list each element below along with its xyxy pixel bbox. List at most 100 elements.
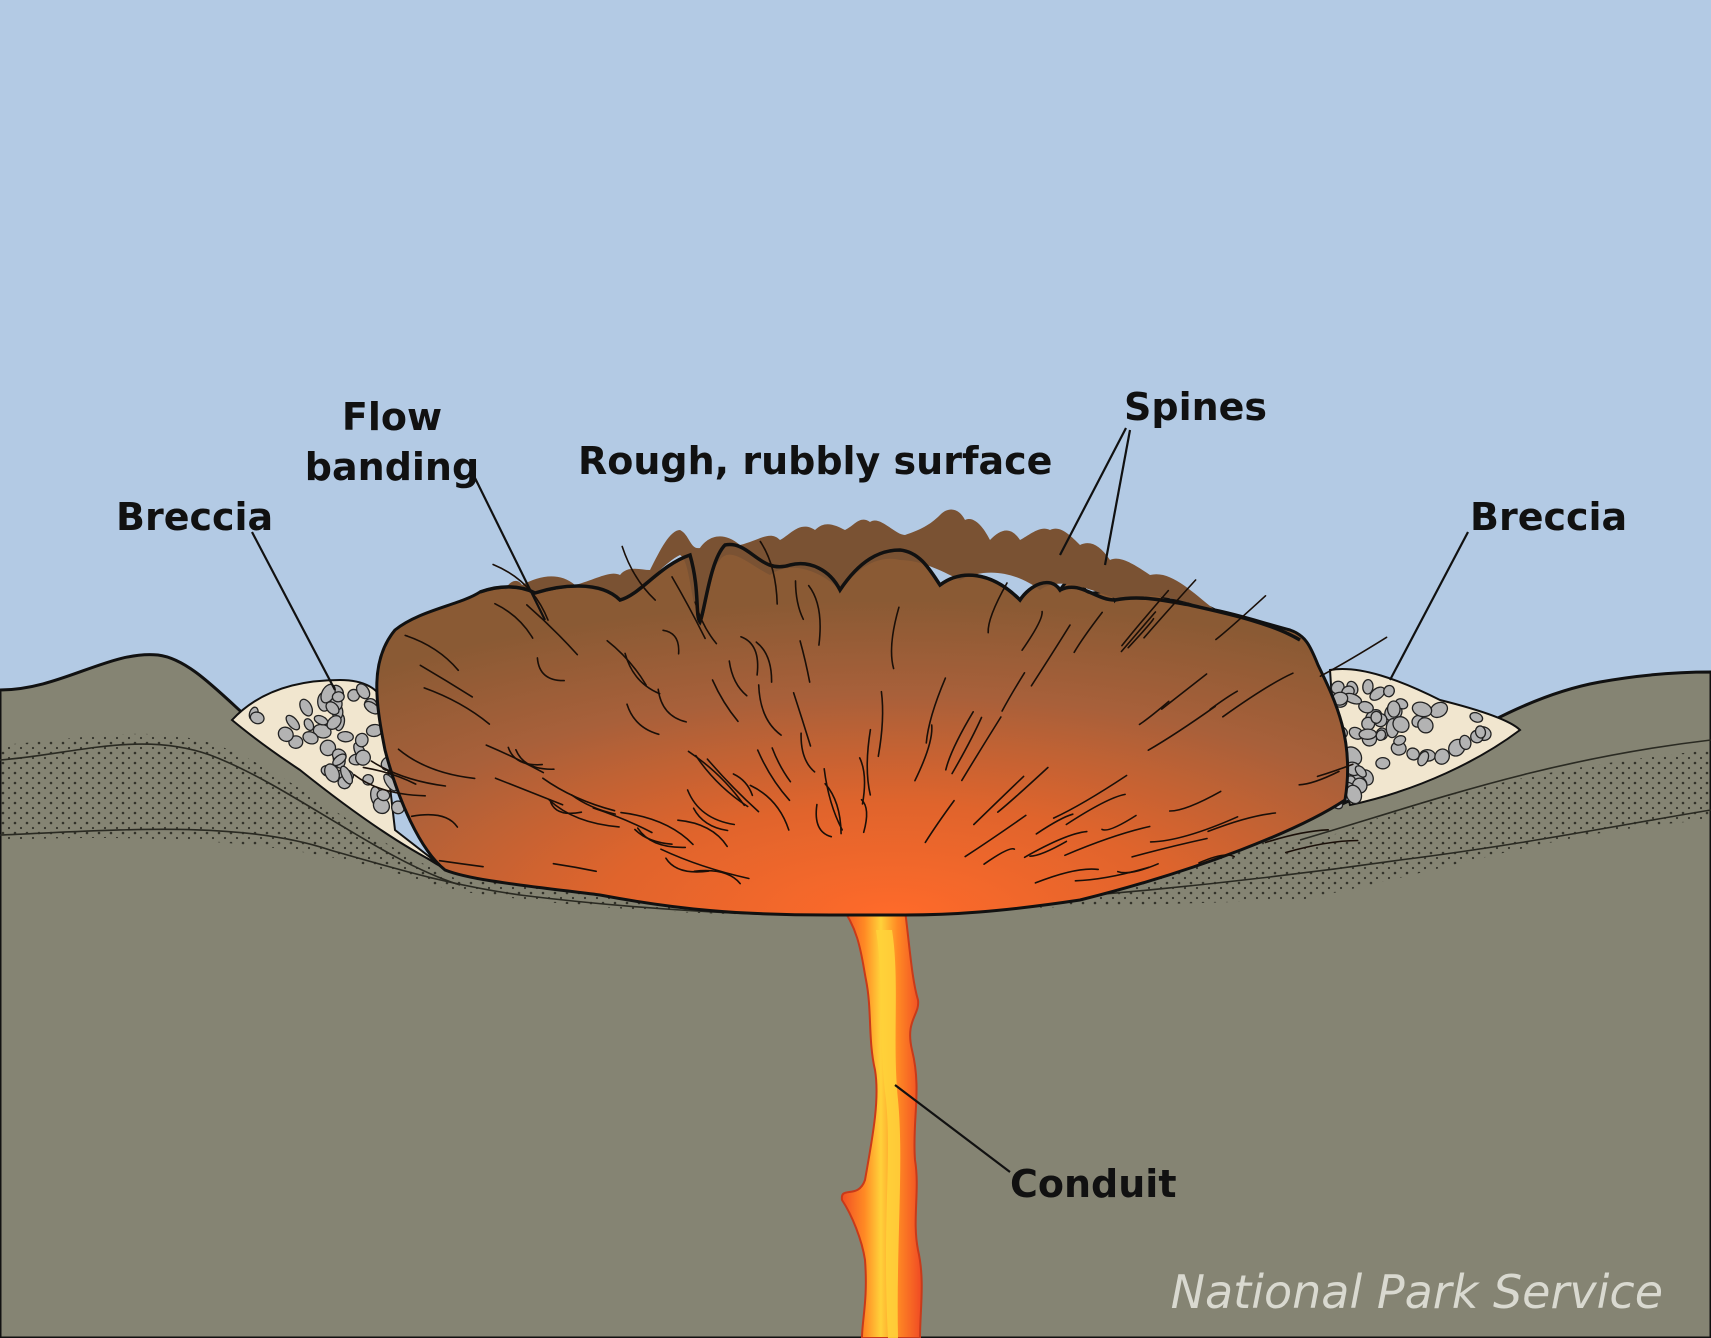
breccia-rock	[1358, 700, 1374, 714]
breccia-rock	[332, 753, 347, 767]
label-breccia-left: Breccia	[116, 495, 273, 539]
breccia-rock	[1459, 734, 1472, 751]
breccia-rock	[1474, 725, 1487, 739]
breccia-rock	[1411, 701, 1433, 718]
conduit-core	[876, 930, 901, 1338]
breccia-rock	[1358, 728, 1377, 740]
flow-band	[410, 813, 459, 828]
leader-flow-banding	[474, 477, 546, 621]
breccia-rock	[1362, 678, 1374, 695]
flow-band	[951, 716, 983, 775]
flow-band	[494, 777, 564, 806]
breccia-rock	[1429, 701, 1449, 719]
label-spines: Spines	[1124, 385, 1267, 429]
breccia-rock	[326, 715, 342, 730]
breccia-rock	[1392, 716, 1410, 733]
flow-band	[671, 576, 706, 640]
flow-band	[1149, 816, 1239, 843]
flow-band	[858, 757, 866, 805]
flow-band	[370, 760, 447, 787]
flow-band	[1121, 589, 1170, 647]
stratum-line-3	[1299, 739, 1711, 841]
breccia-rock	[1370, 710, 1383, 724]
flow-band	[890, 606, 900, 670]
flow-band	[759, 540, 778, 605]
flow-band	[1065, 793, 1126, 826]
breccia-rock	[1417, 717, 1434, 734]
flow-band	[732, 773, 754, 797]
flow-band	[799, 640, 811, 683]
flow-band	[794, 580, 805, 621]
flow-band	[1147, 705, 1217, 751]
flow-band	[507, 746, 543, 766]
flow-band	[397, 748, 476, 780]
breccia-rock	[1345, 784, 1363, 805]
flow-band	[1168, 790, 1222, 812]
flow-band	[1034, 868, 1099, 884]
leader-breccia-left	[251, 531, 336, 691]
label-flow-banding-line2: banding	[305, 445, 479, 489]
stratified-layers	[0, 733, 1711, 915]
breccia-rock	[303, 718, 315, 732]
flow-band	[626, 703, 660, 736]
flow-band	[1029, 840, 1068, 857]
flow-band	[1138, 700, 1170, 726]
breccia-rock	[1393, 735, 1407, 746]
leader-spines-2	[1103, 429, 1132, 566]
flow-band	[1209, 690, 1239, 711]
flow-band	[866, 728, 872, 796]
flow-band	[570, 794, 617, 815]
conduit	[837, 903, 923, 1338]
flow-band	[756, 749, 791, 802]
flow-band	[662, 629, 680, 655]
flow-band	[1298, 770, 1340, 786]
flow-band	[728, 660, 748, 697]
flow-band	[711, 679, 739, 723]
flow-band	[945, 711, 974, 771]
flow-band	[1198, 854, 1235, 864]
flow-band	[552, 862, 597, 873]
flow-band	[792, 692, 812, 747]
flow-band	[740, 636, 759, 676]
leader-conduit	[894, 1084, 1011, 1173]
flow-band	[1073, 611, 1103, 654]
flow-band	[1127, 617, 1155, 649]
flow-band	[677, 819, 728, 848]
flow-band	[1030, 624, 1071, 687]
flow-band	[362, 766, 417, 785]
breccia-rock	[1383, 684, 1395, 698]
flow-band	[686, 789, 736, 826]
flow-band	[757, 684, 782, 736]
label-conduit: Conduit	[1010, 1162, 1177, 1206]
breccia-rock	[319, 739, 337, 757]
flow-band	[660, 848, 750, 880]
breccia-rock	[339, 765, 354, 785]
rubbly-surface-outline	[479, 542, 1301, 642]
flow-band	[606, 639, 647, 686]
flow-band	[1264, 829, 1329, 844]
flow-band	[877, 690, 884, 758]
label-flow-banding-line1: Flow	[342, 395, 442, 439]
flow-band	[404, 634, 460, 672]
flow-band	[1074, 866, 1150, 882]
breccia-rock	[299, 698, 314, 717]
breccia-rock	[1375, 756, 1391, 770]
flow-band	[1035, 813, 1074, 835]
flow-band	[620, 811, 694, 846]
leader-breccia-right	[1389, 531, 1469, 681]
breccia-rock	[337, 730, 354, 743]
flow-band	[1316, 763, 1354, 778]
flow-band	[692, 807, 729, 832]
breccia-rock	[1386, 700, 1401, 718]
flow-band	[1131, 837, 1208, 858]
flow-band	[1023, 830, 1088, 859]
flow-band	[983, 847, 1016, 865]
flow-band	[1143, 579, 1197, 639]
flow-band	[694, 601, 718, 645]
flow-band	[987, 582, 1008, 634]
flow-band	[807, 584, 821, 646]
breccia-rock	[249, 711, 265, 725]
stratum-line-1	[0, 743, 461, 886]
flow-band	[438, 859, 484, 868]
